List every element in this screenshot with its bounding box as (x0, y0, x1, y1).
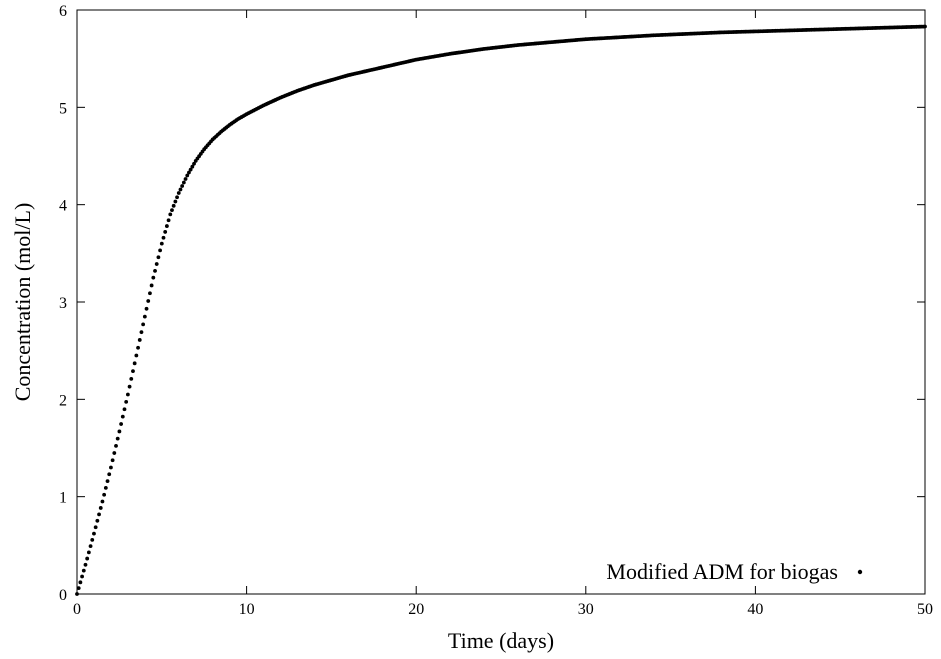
y-tick-label: 1 (59, 490, 67, 507)
data-point (170, 208, 174, 213)
data-point (183, 177, 188, 181)
data-point (161, 235, 166, 240)
data-point (127, 384, 132, 389)
data-point (76, 586, 81, 591)
data-point (137, 338, 142, 342)
data-point (146, 299, 151, 303)
data-point (117, 429, 122, 434)
data-point (102, 492, 107, 497)
data-point (88, 544, 93, 549)
y-tick-label: 4 (59, 198, 67, 215)
data-point (97, 512, 101, 517)
x-tick-label: 40 (747, 601, 763, 618)
data-point (139, 330, 144, 335)
data-point (95, 518, 100, 523)
data-point (144, 306, 149, 311)
data-point (136, 345, 140, 350)
data-point (188, 167, 193, 172)
data-point (166, 218, 171, 223)
y-tick-label: 0 (59, 587, 67, 604)
legend: Modified ADM for biogas (606, 559, 863, 584)
data-point (125, 392, 130, 397)
data-point (109, 465, 113, 470)
data-point (175, 195, 179, 200)
data-point (131, 369, 135, 374)
data-point (86, 550, 91, 555)
y-axis-label: Concentration (mol/L) (10, 203, 35, 402)
data-point (181, 180, 186, 185)
data-point (114, 443, 118, 448)
legend-label: Modified ADM for biogas (606, 559, 838, 584)
data-point (78, 580, 83, 585)
data-point (112, 451, 117, 455)
data-point (107, 472, 112, 477)
data-point (153, 268, 157, 273)
x-tick-label: 10 (239, 601, 255, 618)
data-point (81, 568, 86, 573)
data-point (173, 199, 178, 204)
data-point (100, 499, 105, 504)
data-point (80, 574, 84, 579)
data-point (192, 161, 196, 166)
data-point (85, 556, 90, 561)
data-point (129, 376, 134, 381)
y-tick-label: 3 (59, 295, 67, 312)
data-point (185, 173, 190, 178)
data-point (110, 458, 115, 463)
plot-area (76, 9, 926, 595)
x-axis-label: Time (days) (448, 628, 554, 653)
data-point (923, 24, 927, 29)
x-tick-label: 30 (578, 601, 594, 618)
data-point (122, 407, 127, 412)
data-point (90, 537, 95, 542)
y-tick-label: 6 (59, 3, 67, 20)
data-point (154, 262, 159, 266)
data-point (176, 191, 181, 195)
data-point (132, 361, 137, 366)
data-point (151, 275, 156, 280)
data-point (190, 164, 195, 169)
data-point (141, 322, 146, 327)
data-point (148, 291, 152, 296)
data-point (178, 187, 183, 192)
data-point (149, 283, 154, 288)
data-point (159, 241, 164, 246)
legend-marker (857, 569, 863, 575)
y-tick-label: 2 (59, 392, 67, 409)
data-points (75, 24, 927, 596)
data-point (142, 314, 147, 319)
data-point (98, 506, 103, 510)
data-point (164, 224, 169, 228)
data-point (168, 212, 173, 217)
data-point (171, 203, 176, 208)
data-point (134, 353, 139, 358)
data-point (180, 184, 185, 188)
data-point (156, 255, 161, 260)
data-point (187, 170, 191, 175)
data-point (120, 414, 125, 419)
data-point (163, 230, 168, 234)
x-tick-label: 20 (408, 601, 424, 618)
data-point (124, 399, 129, 404)
data-point (105, 479, 110, 483)
data-point (158, 248, 163, 253)
ticks: 0 10 20 30 40 50 0 1 2 3 4 5 6 (59, 3, 933, 618)
y-tick-label: 5 (59, 100, 67, 117)
data-point (92, 531, 96, 536)
data-point (115, 436, 120, 441)
data-point (103, 486, 108, 490)
x-tick-label: 50 (917, 601, 933, 618)
data-point (75, 592, 79, 596)
data-point (83, 562, 88, 567)
data-point (93, 525, 98, 530)
x-tick-label: 0 (73, 601, 81, 618)
data-point (119, 422, 123, 426)
